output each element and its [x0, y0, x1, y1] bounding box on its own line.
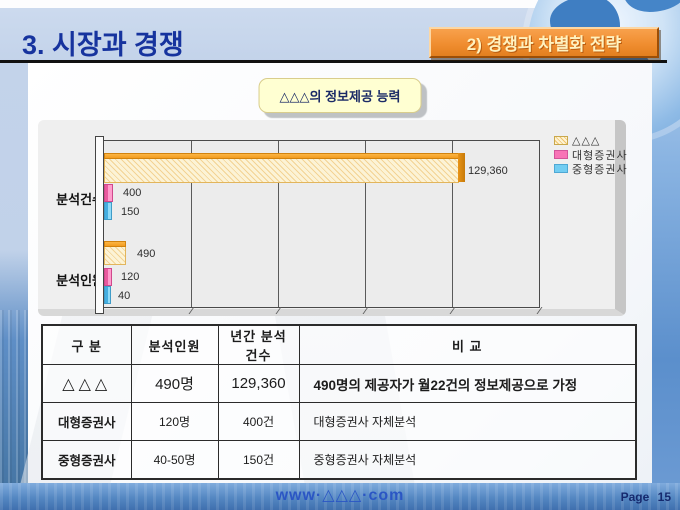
bar-series3-analysis-staff — [104, 286, 111, 304]
chart-plot-area: 129,360 400 150 490 120 40 — [95, 136, 543, 314]
legend-label: △△△ — [572, 135, 601, 147]
bar-series1-analysis-count — [104, 153, 465, 183]
legend-item: 중형증권사 — [554, 162, 628, 176]
bar-series1-analysis-staff — [104, 241, 126, 265]
axis-tick — [536, 307, 543, 314]
cell-category: △△△ — [41, 364, 132, 403]
value-label: 129,360 — [468, 165, 508, 177]
bar-top-cap — [104, 241, 126, 247]
page-title: 3. 시장과 경쟁 — [22, 30, 184, 60]
cell-category: 중형증권사 — [41, 440, 132, 479]
globe-landmass — [624, 0, 680, 12]
gridline — [278, 141, 279, 307]
value-label: 490 — [137, 248, 156, 260]
title-underline — [0, 60, 667, 63]
legend-swatch-hatched-icon — [554, 136, 568, 145]
gridline — [452, 141, 453, 307]
cell-comparison: 490명의 제공자가 월22건의 정보제공으로 가정 — [298, 364, 637, 403]
value-label: 120 — [121, 271, 140, 283]
legend-item: △△△ — [554, 134, 628, 147]
bar-top-cap — [104, 153, 459, 159]
category-label-analysis-staff: 분석인원 — [56, 273, 104, 288]
section-badge: 2) 경쟁과 차별화 전략 — [429, 27, 659, 58]
y-axis-3d-wall — [95, 136, 104, 314]
value-label: 400 — [123, 187, 142, 199]
axis-tick — [362, 307, 369, 314]
legend-item: 대형증권사 — [554, 148, 628, 162]
bar-chart-panel: △△△ 대형증권사 중형증권사 분석건수 분석인원 — [38, 120, 628, 316]
header-category: 구 분 — [41, 324, 132, 365]
chart-legend: △△△ 대형증권사 중형증권사 — [554, 134, 628, 176]
header-comparison: 비 교 — [298, 324, 637, 365]
bar-series3-analysis-count — [104, 202, 112, 220]
axis-tick — [449, 307, 456, 314]
cell-staff: 490명 — [130, 364, 219, 403]
cell-comparison: 중형증권사 자체분석 — [298, 440, 637, 479]
table-row: 대형증권사 120명 400건 대형증권사 자체분석 — [41, 402, 637, 441]
table-row: 중형증권사 40-50명 150건 중형증권사 자체분석 — [41, 440, 637, 479]
cell-annual-count: 400건 — [217, 402, 300, 441]
axis-tick — [188, 307, 195, 314]
bar-end-cap — [458, 153, 465, 182]
table-row: △△△ 490명 129,360 490명의 제공자가 월22건의 정보제공으로… — [41, 364, 637, 403]
cell-annual-count: 150건 — [217, 440, 300, 479]
legend-label: 대형증권사 — [572, 149, 628, 162]
cell-annual-count: 129,360 — [217, 364, 300, 403]
gridline — [191, 141, 192, 307]
bottom-band — [0, 483, 680, 510]
table-header-row: 구 분 분석인원 년간 분석 건수 비 교 — [41, 324, 637, 365]
comparison-table: 구 분 분석인원 년간 분석 건수 비 교 △△△ 490명 129,360 4… — [41, 324, 637, 480]
value-label: 40 — [118, 290, 131, 302]
footer-url: www·△△△·com — [275, 487, 405, 504]
category-label-analysis-count: 분석건수 — [56, 192, 104, 207]
value-label: 150 — [121, 206, 140, 218]
axis-tick — [275, 307, 282, 314]
legend-swatch-cyan-icon — [554, 164, 568, 173]
bar-series2-analysis-staff — [104, 268, 112, 286]
cell-comparison: 대형증권사 자체분석 — [298, 402, 637, 441]
gridline — [365, 141, 366, 307]
band-texture — [0, 483, 680, 510]
chart-title-box: △△△의 정보제공 능력 — [258, 78, 422, 113]
header-staff: 분석인원 — [130, 324, 219, 365]
legend-label: 중형증권사 — [572, 163, 628, 176]
legend-swatch-pink-icon — [554, 150, 568, 159]
header-annual-count: 년간 분석 건수 — [217, 324, 300, 365]
cell-category: 대형증권사 — [41, 402, 132, 441]
bar-series2-analysis-count — [104, 184, 113, 202]
page-number: Page 15 — [620, 490, 671, 504]
cell-staff: 120명 — [130, 402, 219, 441]
cell-staff: 40-50명 — [130, 440, 219, 479]
